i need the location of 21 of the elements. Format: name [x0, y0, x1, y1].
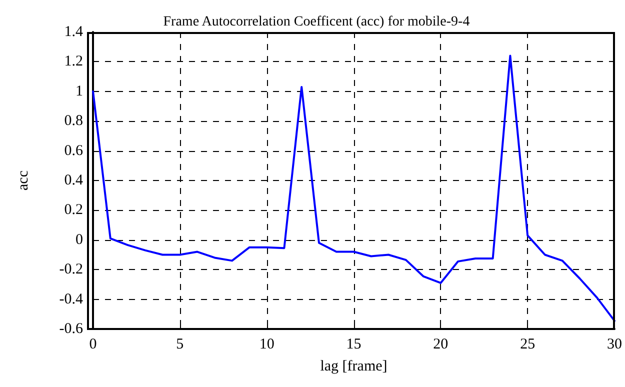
y-tick-label: 0 [76, 232, 83, 248]
y-tick-label: 0.4 [64, 172, 84, 188]
y-tick-label: 1.2 [64, 54, 83, 70]
y-tick-label: 1 [76, 83, 83, 100]
chart-title: Frame Autocorrelation Coefficent (acc) for mobile-9-4 [163, 14, 470, 30]
y-tick-label: 0.8 [64, 113, 83, 130]
x-tick-label: 5 [176, 336, 184, 352]
y-tick-label: 1.4 [64, 24, 84, 40]
y-axis-title: acc [16, 170, 32, 190]
y-tick-label: 0.6 [64, 142, 84, 159]
y-tick-label: -0.4 [59, 291, 84, 308]
x-tick-label: 20 [433, 336, 448, 352]
x-tick-label: 15 [346, 336, 362, 352]
y-tick-label: 0.2 [64, 202, 83, 218]
x-axis-title: lag [frame] [320, 358, 388, 374]
x-tick-label: 0 [89, 336, 97, 352]
x-tick-label: 30 [607, 336, 622, 352]
y-tick-label: -0.6 [59, 321, 84, 337]
y-tick-label: -0.2 [59, 262, 83, 278]
x-tick-label: 10 [259, 336, 274, 352]
x-tick-label: 25 [520, 336, 536, 352]
